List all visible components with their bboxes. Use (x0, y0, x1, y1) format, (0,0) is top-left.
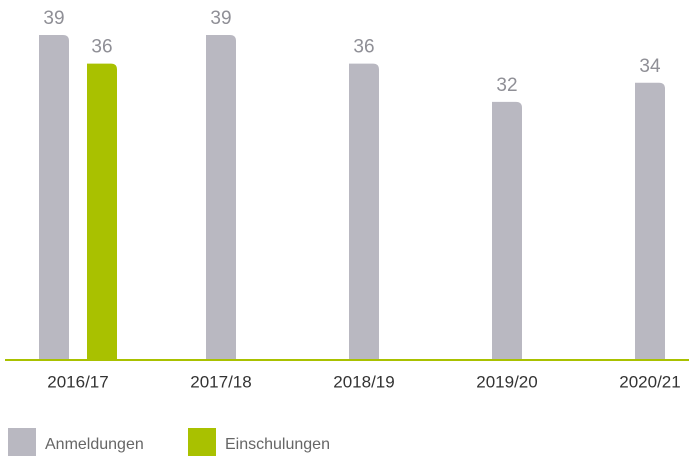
legend-label: Anmeldungen (45, 436, 144, 453)
value-label: 34 (639, 56, 661, 77)
x-tick-label: 2019/20 (476, 372, 537, 391)
value-label: 39 (210, 8, 231, 29)
value-label: 36 (353, 37, 374, 58)
x-tick-label: 2018/19 (333, 372, 394, 391)
legend-swatch (188, 428, 216, 456)
bar (492, 101, 522, 360)
bar (39, 34, 69, 361)
value-label: 32 (496, 75, 517, 96)
value-label: 36 (91, 37, 112, 58)
x-tick-label: 2016/17 (47, 372, 108, 391)
legend-swatch (8, 428, 36, 456)
x-tick-label: 2020/21 (619, 372, 680, 391)
x-tick-label: 2017/18 (190, 372, 251, 391)
value-label: 39 (43, 8, 64, 29)
bar (206, 34, 236, 361)
bar (635, 82, 665, 360)
bar (87, 63, 117, 360)
bar (349, 63, 379, 360)
legend-label: Einschulungen (225, 436, 330, 453)
